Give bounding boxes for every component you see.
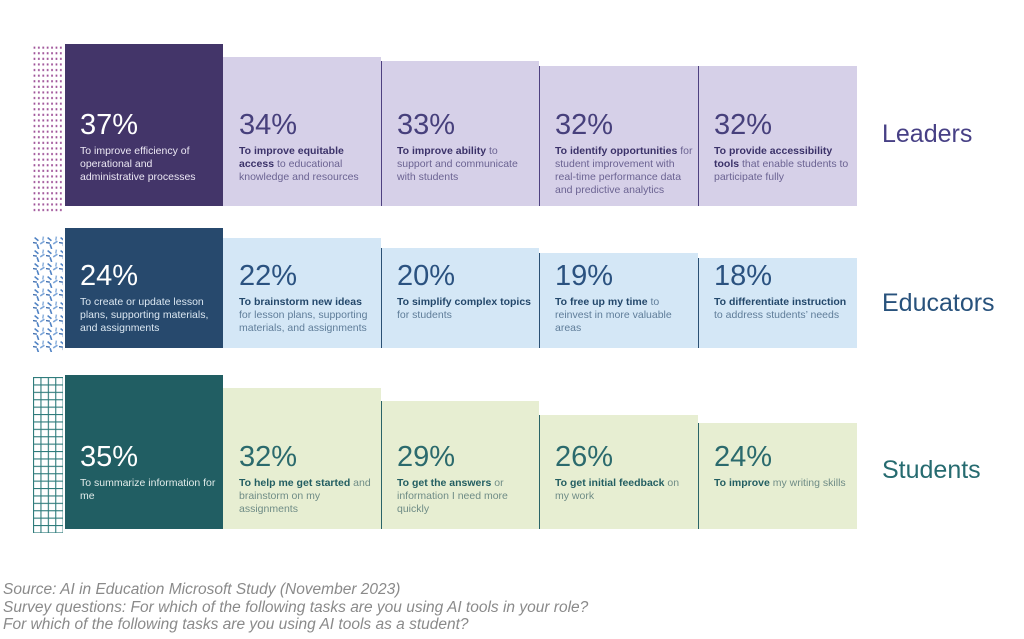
stat-description: To improve efficiency of operational and… — [80, 145, 196, 183]
stat-description: To get initial feedback on my work — [555, 477, 680, 502]
stat-description: To provide accessibility tools that enab… — [714, 145, 849, 183]
stat-item: 32% To provide accessibility tools that … — [714, 110, 852, 184]
leaders-bars — [65, 44, 857, 206]
stat-item: 37% To improve efficiency of operational… — [80, 110, 218, 184]
bar-educators-2 — [222, 238, 381, 348]
stat-item: 24% To improve my writing skills — [714, 442, 852, 490]
source-line: Source: AI in Education Microsoft Study … — [3, 581, 401, 598]
bar-leaders-3 — [380, 61, 540, 206]
stat-item: 29% To get the answers or information I … — [397, 442, 535, 516]
stat-item: 33% To improve ability to support and co… — [397, 110, 535, 184]
stat-description: To improve my writing skills — [714, 477, 846, 489]
bar-leaders-1 — [65, 44, 223, 206]
stat-percent: 24% — [714, 441, 773, 473]
stat-description: To improve ability to support and commun… — [397, 145, 518, 183]
educators-stats: 24% To create or update lesson plans, su… — [65, 228, 857, 348]
stat-description: To brainstorm new ideas for lesson plans… — [239, 296, 368, 334]
bar-educators-5 — [698, 258, 857, 348]
group-label-educators: Educators — [882, 289, 995, 317]
stat-percent: 22% — [239, 260, 298, 292]
bar-leaders-5 — [698, 66, 857, 206]
stat-percent: 32% — [714, 109, 773, 141]
stat-item: 26% To get initial feedback on my work — [555, 442, 693, 503]
bar-educators-4 — [539, 253, 699, 348]
stat-description: To differentiate instruction to address … — [714, 296, 847, 321]
bar-leaders-2 — [222, 57, 381, 206]
survey-question-line: For which of the following tasks are you… — [3, 616, 469, 633]
stat-description: To free up my time to reinvest in more v… — [555, 296, 672, 334]
educators-row: 24% To create or update lesson plans, su… — [65, 228, 857, 348]
bar-students-1 — [65, 375, 223, 529]
source-note: Source: AI in Education Microsoft Study … — [3, 581, 588, 634]
stat-item: 32% To help me get started and brainstor… — [239, 442, 377, 516]
stat-description: To simplify complex topics for students — [397, 296, 531, 321]
stat-percent: 33% — [397, 109, 456, 141]
stat-description: To summarize information for me — [80, 477, 216, 502]
bar-students-2 — [222, 388, 381, 529]
bar-students-3 — [380, 401, 540, 529]
bar-students-5 — [698, 423, 857, 529]
stat-percent: 26% — [555, 441, 614, 473]
stat-description: To improve equitable access to education… — [239, 145, 359, 183]
educators-bars — [65, 228, 857, 348]
stat-item: 35% To summarize information for me — [80, 442, 218, 503]
leaders-row: 37% To improve efficiency of operational… — [65, 44, 857, 206]
stat-percent: 32% — [239, 441, 298, 473]
stat-percent: 20% — [397, 260, 456, 292]
stat-item: 24% To create or update lesson plans, su… — [80, 261, 218, 335]
grid-pattern-decoration — [33, 377, 63, 533]
students-bars — [65, 375, 857, 529]
stat-percent: 18% — [714, 260, 773, 292]
stat-percent: 29% — [397, 441, 456, 473]
stat-percent: 35% — [80, 441, 139, 473]
dots-pattern-decoration — [33, 46, 63, 212]
stat-item: 34% To improve equitable access to educa… — [239, 110, 377, 184]
stat-description: To create or update lesson plans, suppor… — [80, 296, 209, 334]
bar-educators-1 — [65, 228, 223, 348]
stat-percent: 34% — [239, 109, 298, 141]
stat-description: To get the answers or information I need… — [397, 477, 508, 515]
stat-percent: 19% — [555, 260, 614, 292]
stat-item: 20% To simplify complex topics for stude… — [397, 261, 535, 322]
group-label-students: Students — [882, 456, 981, 484]
stat-item: 19% To free up my time to reinvest in mo… — [555, 261, 693, 335]
survey-question-line: Survey questions: For which of the follo… — [3, 598, 589, 616]
stat-percent: 37% — [80, 109, 139, 141]
stat-item: 18% To differentiate instruction to addr… — [714, 261, 852, 322]
bar-leaders-4 — [539, 66, 699, 206]
stat-percent: 32% — [555, 109, 614, 141]
students-row: 35% To summarize information for me 32% … — [65, 375, 857, 529]
stat-item: 22% To brainstorm new ideas for lesson p… — [239, 261, 377, 335]
group-label-leaders: Leaders — [882, 120, 973, 148]
students-stats: 35% To summarize information for me 32% … — [65, 375, 857, 529]
bar-students-4 — [539, 415, 699, 529]
stat-description: To identify opportunities for student im… — [555, 145, 693, 196]
bar-educators-3 — [380, 248, 540, 348]
stat-percent: 24% — [80, 260, 139, 292]
confetti-pattern-decoration — [33, 236, 63, 352]
stat-description: To help me get started and brainstorm on… — [239, 477, 371, 515]
leaders-stats: 37% To improve efficiency of operational… — [65, 44, 857, 206]
stat-item: 32% To identify opportunities for studen… — [555, 110, 693, 197]
